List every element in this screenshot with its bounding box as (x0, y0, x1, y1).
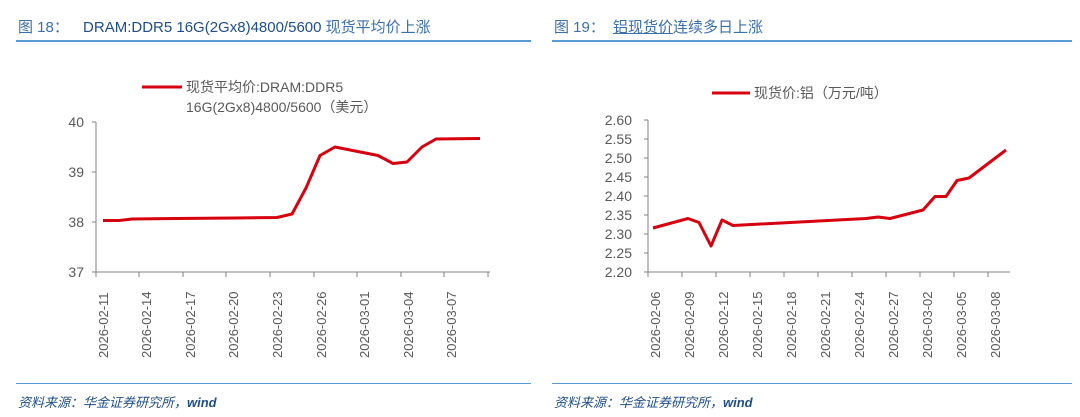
svg-text:2026-02-27: 2026-02-27 (886, 292, 901, 359)
figure-19-label: 图 19： (554, 19, 605, 36)
svg-text:2.45: 2.45 (605, 169, 632, 185)
dram-price-series-line (103, 137, 481, 222)
svg-text:2026-02-23: 2026-02-23 (270, 292, 285, 359)
svg-text:2026-03-01: 2026-03-01 (357, 292, 372, 359)
figure-19-source: 资料来源：华金证券研究所，wind (554, 395, 753, 410)
svg-text:38: 38 (68, 214, 84, 230)
svg-text:2.30: 2.30 (605, 226, 632, 242)
legend-label-line2: 16G(2Gx8)4800/5600（美元） (186, 99, 377, 115)
svg-text:2.60: 2.60 (605, 112, 632, 128)
legend-label: 现货价:铝（万元/吨） (754, 85, 888, 101)
svg-text:2026-02-15: 2026-02-15 (750, 292, 765, 359)
svg-text:2026-03-05: 2026-03-05 (954, 292, 969, 359)
y-axis (644, 119, 649, 273)
legend-label-line1: 现货平均价:DRAM:DDR5 (186, 79, 343, 95)
figure-18-title: 图 18： DRAM:DDR5 16G(2Gx8)4800/5600 现货平均价… (18, 16, 431, 37)
svg-text:2026-02-26: 2026-02-26 (314, 292, 329, 359)
x-tick-labels: 2026-02-06 2026-02-09 2026-02-12 2026-02… (648, 292, 1003, 359)
svg-text:2.20: 2.20 (605, 264, 632, 280)
y-axis (92, 121, 97, 273)
svg-text:2026-02-06: 2026-02-06 (648, 292, 663, 359)
figure-18-source: 资料来源：华金证券研究所，wind (18, 395, 217, 410)
figure-19-panel: 图 19： 铝现货价连续多日上涨 现货价:铝（万元/吨） 2.60 2.55 2… (540, 0, 1080, 417)
aluminum-spot-price-link[interactable]: 铝现货价 (613, 19, 674, 36)
figure-18-title-suffix: 现货平均价上涨 (321, 19, 431, 36)
aluminum-price-series-line (652, 148, 1007, 248)
figure-19-title: 图 19： 铝现货价连续多日上涨 (554, 16, 763, 37)
svg-text:2026-03-08: 2026-03-08 (988, 292, 1003, 359)
svg-text:2026-02-14: 2026-02-14 (139, 292, 154, 359)
svg-text:2026-03-04: 2026-03-04 (401, 292, 416, 359)
svg-text:2026-02-12: 2026-02-12 (716, 292, 731, 359)
x-axis (647, 271, 1010, 277)
svg-text:2.25: 2.25 (605, 245, 632, 261)
svg-text:2026-02-11: 2026-02-11 (96, 292, 111, 358)
aluminum-price-chart: 现货价:铝（万元/吨） 2.60 2.55 2.50 2.45 2.40 2.3… (605, 85, 1010, 359)
svg-text:2026-03-07: 2026-03-07 (444, 292, 459, 359)
x-tick-labels: 2026-02-11 2026-02-14 2026-02-17 2026-02… (96, 292, 459, 359)
svg-text:2026-02-09: 2026-02-09 (682, 292, 697, 359)
svg-text:2026-02-20: 2026-02-20 (226, 292, 241, 359)
y-tick-labels: 40 39 38 37 (68, 114, 84, 280)
svg-text:2026-02-21: 2026-02-21 (818, 292, 833, 359)
svg-text:2.55: 2.55 (605, 131, 632, 147)
figure-18-label: 图 18： (18, 19, 69, 36)
figure-18-panel: 图 18： DRAM:DDR5 16G(2Gx8)4800/5600 现货平均价… (16, 16, 531, 410)
figure-19-source-rule (552, 383, 1072, 384)
svg-text:39: 39 (68, 164, 84, 180)
svg-text:2026-02-24: 2026-02-24 (852, 292, 867, 359)
figure-18-title-main: DRAM:DDR5 16G(2Gx8)4800/5600 (83, 19, 322, 36)
figure-18-title-rule (16, 40, 531, 42)
svg-text:2026-03-02: 2026-03-02 (920, 292, 935, 359)
figure-19-title-rule (552, 40, 1072, 42)
svg-text:37: 37 (68, 264, 84, 280)
dram-price-chart: 现货平均价:DRAM:DDR5 16G(2Gx8)4800/5600（美元） 4… (68, 79, 490, 359)
svg-text:2.50: 2.50 (605, 150, 632, 166)
y-tick-labels: 2.60 2.55 2.50 2.45 2.40 2.35 2.30 2.25 … (605, 112, 632, 280)
svg-text:40: 40 (68, 114, 84, 130)
svg-text:2026-02-18: 2026-02-18 (784, 292, 799, 359)
svg-text:2.40: 2.40 (605, 188, 632, 204)
svg-text:2026-02-17: 2026-02-17 (183, 292, 198, 359)
x-axis (95, 271, 490, 277)
figure-18-source-rule (16, 383, 531, 384)
svg-text:2.35: 2.35 (605, 207, 632, 223)
figure-19-title-suffix: 连续多日上涨 (673, 19, 764, 36)
